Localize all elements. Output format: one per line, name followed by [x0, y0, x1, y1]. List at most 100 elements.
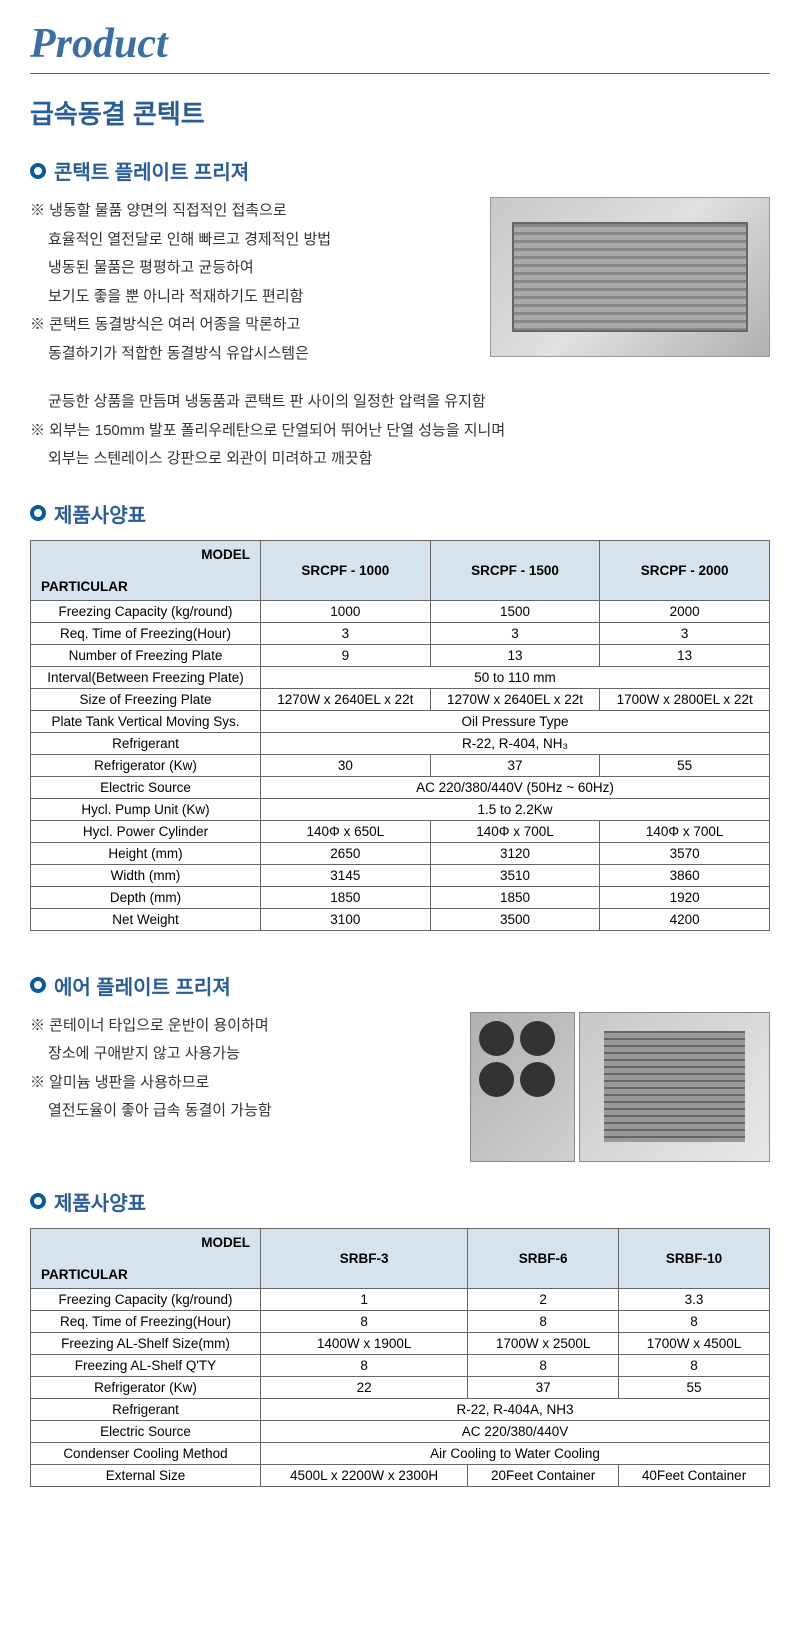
table-header-model: MODEL — [201, 1235, 250, 1250]
table-cell: 8 — [619, 1354, 770, 1376]
table-cell: 4200 — [600, 908, 770, 930]
table-row-label: Net Weight — [31, 908, 261, 930]
product-heading: Product — [30, 20, 770, 74]
table-cell: 8 — [468, 1354, 619, 1376]
table-cell: 37 — [468, 1376, 619, 1398]
desc-line: 외부는 150mm 발포 폴리우레탄으로 단열되어 뛰어난 단열 성능을 지니며 — [30, 417, 770, 446]
desc-line: 외부는 스텐레이스 강판으로 외관이 미려하고 깨끗함 — [30, 445, 770, 474]
table-cell: 13 — [600, 644, 770, 666]
desc-line: 콘테이너 타입으로 운반이 용이하며 — [30, 1012, 450, 1041]
table-row-label: Refrigerant — [31, 732, 261, 754]
page-title: 급속동결 콘텍트 — [30, 94, 770, 131]
bullet-icon — [30, 1193, 46, 1209]
spec2-header: 제품사양표 — [30, 1187, 770, 1216]
table-row-label: Height (mm) — [31, 842, 261, 864]
table-cell: 2650 — [261, 842, 431, 864]
table-cell: Air Cooling to Water Cooling — [261, 1442, 770, 1464]
table-model-col: SRBF-6 — [468, 1228, 619, 1288]
table-row-label: Depth (mm) — [31, 886, 261, 908]
section1-header: 콘택트 플레이트 프리져 — [30, 156, 770, 185]
table-row-label: Plate Tank Vertical Moving Sys. — [31, 710, 261, 732]
table-header-particular: PARTICULAR — [41, 579, 128, 594]
table-cell: 37 — [430, 754, 600, 776]
desc-line: 콘택트 동결방식은 여러 어종을 막론하고 — [30, 311, 470, 340]
table-cell: 3500 — [430, 908, 600, 930]
desc-line: 보기도 좋을 뿐 아니라 적재하기도 편리함 — [30, 283, 470, 312]
table-cell: 50 to 110 mm — [261, 666, 770, 688]
table-row-label: Freezing Capacity (kg/round) — [31, 600, 261, 622]
table-cell: 4500L x 2200W x 2300H — [261, 1464, 468, 1486]
table-header-model: MODEL — [201, 547, 250, 562]
spec2-title: 제품사양표 — [54, 1187, 146, 1216]
table-cell: 1 — [261, 1288, 468, 1310]
table-row-label: Interval(Between Freezing Plate) — [31, 666, 261, 688]
table-cell: 140Φ x 700L — [430, 820, 600, 842]
table-cell: 3 — [600, 622, 770, 644]
desc-line: 균등한 상품을 만듬며 냉동품과 콘택트 판 사이의 일정한 압력을 유지함 — [30, 388, 770, 417]
table-model-col: SRBF-10 — [619, 1228, 770, 1288]
table-cell: 1700W x 2500L — [468, 1332, 619, 1354]
table-model-col: SRCPF - 1000 — [261, 540, 431, 600]
air-plate-freezer-image — [470, 1012, 770, 1162]
table-cell: 55 — [600, 754, 770, 776]
table-row-label: Hycl. Pump Unit (Kw) — [31, 798, 261, 820]
freezer-shelf-panel — [579, 1012, 770, 1162]
table-cell: 140Φ x 700L — [600, 820, 770, 842]
table-row-label: Refrigerant — [31, 1398, 261, 1420]
section2-desc: 콘테이너 타입으로 운반이 용이하며장소에 구애받지 않고 사용가능알미늄 냉판… — [30, 1012, 450, 1162]
table-model-col: SRCPF - 2000 — [600, 540, 770, 600]
table-row-label: Width (mm) — [31, 864, 261, 886]
table-row-label: Freezing Capacity (kg/round) — [31, 1288, 261, 1310]
desc-line: 냉동할 물품 양면의 직접적인 접촉으로 — [30, 197, 470, 226]
table-cell: 3570 — [600, 842, 770, 864]
bullet-icon — [30, 505, 46, 521]
table-header-particular: PARTICULAR — [41, 1267, 128, 1282]
contact-plate-freezer-image — [490, 197, 770, 357]
table-row-label: Size of Freezing Plate — [31, 688, 261, 710]
table-cell: 3 — [430, 622, 600, 644]
table-cell: AC 220/380/440V (50Hz ~ 60Hz) — [261, 776, 770, 798]
table-cell: 1270W x 2640EL x 22t — [261, 688, 431, 710]
table-model-col: SRBF-3 — [261, 1228, 468, 1288]
table-cell: 8 — [261, 1354, 468, 1376]
freezer-plates-graphic — [512, 222, 748, 333]
section1-content: 냉동할 물품 양면의 직접적인 접촉으로효율적인 열전달로 인해 빠르고 경제적… — [30, 197, 770, 368]
table-cell: Oil Pressure Type — [261, 710, 770, 732]
table-cell: 1700W x 2800EL x 22t — [600, 688, 770, 710]
table-cell: 1850 — [261, 886, 431, 908]
table-cell: 3145 — [261, 864, 431, 886]
table-cell: 8 — [468, 1310, 619, 1332]
table-row-label: Condenser Cooling Method — [31, 1442, 261, 1464]
desc-line: 열전도율이 좋아 급속 동결이 가능함 — [30, 1097, 450, 1126]
table-row-label: Hycl. Power Cylinder — [31, 820, 261, 842]
table-cell: 140Φ x 650L — [261, 820, 431, 842]
table-cell: 1000 — [261, 600, 431, 622]
table-cell: 3860 — [600, 864, 770, 886]
freezer-fan-panel — [470, 1012, 575, 1162]
table-cell: 2000 — [600, 600, 770, 622]
table-cell: 1270W x 2640EL x 22t — [430, 688, 600, 710]
table-row-label: Electric Source — [31, 1420, 261, 1442]
table-cell: 1850 — [430, 886, 600, 908]
table-cell: 9 — [261, 644, 431, 666]
spec1-title: 제품사양표 — [54, 499, 146, 528]
desc-line: 장소에 구애받지 않고 사용가능 — [30, 1040, 450, 1069]
table-cell: 1700W x 4500L — [619, 1332, 770, 1354]
table-cell: 3120 — [430, 842, 600, 864]
table-model-col: SRCPF - 1500 — [430, 540, 600, 600]
table-cell: R-22, R-404, NH₃ — [261, 732, 770, 754]
spec-table-2: MODEL PARTICULAR SRBF-3SRBF-6SRBF-10 Freezi… — [30, 1228, 770, 1487]
table-cell: 22 — [261, 1376, 468, 1398]
desc-line: 동결하기가 적합한 동결방식 유압시스템은 — [30, 340, 470, 369]
table-cell: R-22, R-404A, NH3 — [261, 1398, 770, 1420]
table-cell: 8 — [619, 1310, 770, 1332]
table-cell: AC 220/380/440V — [261, 1420, 770, 1442]
section2-title: 에어 플레이트 프리져 — [54, 971, 231, 1000]
spec1-header: 제품사양표 — [30, 499, 770, 528]
section2-content: 콘테이너 타입으로 운반이 용이하며장소에 구애받지 않고 사용가능알미늄 냉판… — [30, 1012, 770, 1162]
table-cell: 30 — [261, 754, 431, 776]
table-cell: 20Feet Container — [468, 1464, 619, 1486]
section2-header: 에어 플레이트 프리져 — [30, 971, 770, 1000]
table-row-label: Freezing AL-Shelf Q'TY — [31, 1354, 261, 1376]
desc-line: 효율적인 열전달로 인해 빠르고 경제적인 방법 — [30, 226, 470, 255]
